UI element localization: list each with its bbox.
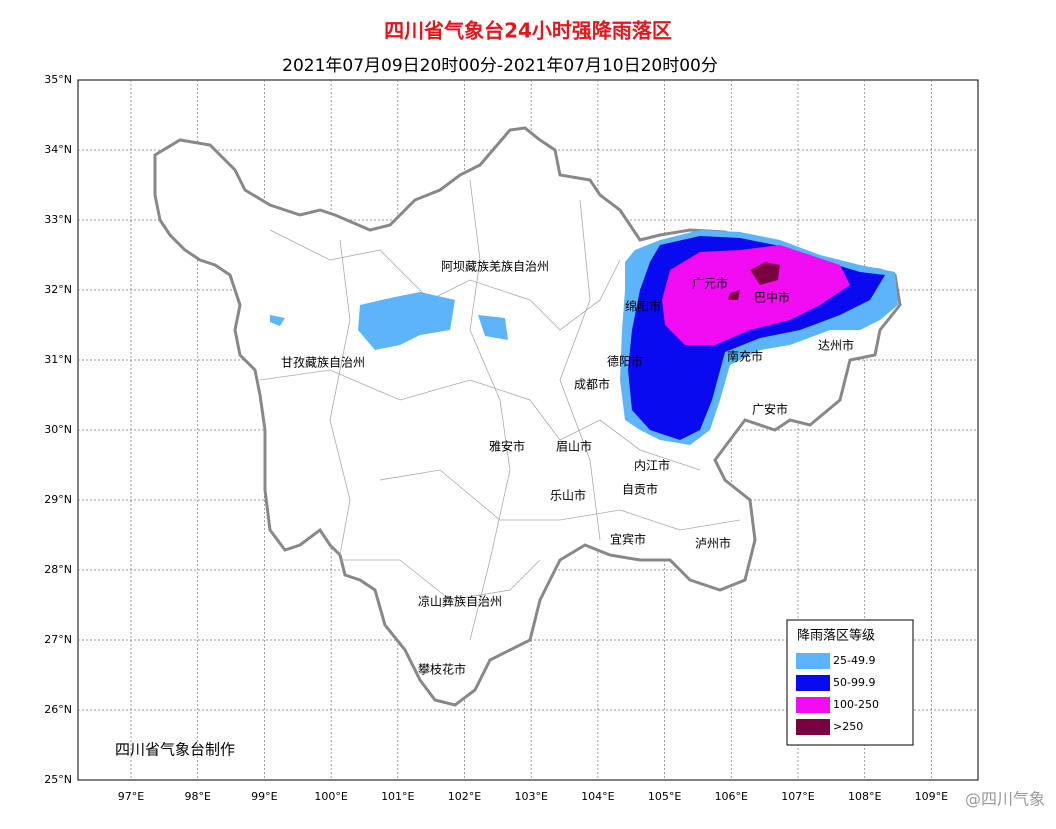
rain-areas <box>270 230 898 445</box>
lat-label: 30°N <box>44 423 72 436</box>
lat-label: 25°N <box>44 773 72 786</box>
place-label: 甘孜藏族自治州 <box>281 356 365 370</box>
lat-label: 33°N <box>44 213 72 226</box>
lat-label: 34°N <box>44 143 72 156</box>
axis-labels: 25°N 26°N 27°N 28°N 29°N 30°N 31°N 32°N 33°N 34°N… <box>44 73 948 803</box>
legend-label: >250 <box>833 720 863 733</box>
lon-label: 107°E <box>781 790 814 803</box>
lat-label: 28°N <box>44 563 72 576</box>
lon-label: 100°E <box>314 790 347 803</box>
province-outline <box>153 126 902 707</box>
lon-label: 108°E <box>848 790 881 803</box>
place-label: 广安市 <box>752 402 788 417</box>
lat-label: 32°N <box>44 283 72 296</box>
lat-label: 27°N <box>44 633 72 646</box>
lon-label: 109°E <box>915 790 948 803</box>
place-label: 攀枝花市 <box>418 662 466 677</box>
watermark: @四川气象 <box>965 790 1045 809</box>
lat-label: 35°N <box>44 73 72 86</box>
legend-swatch <box>796 697 830 713</box>
place-label: 自贡市 <box>622 482 658 497</box>
lat-label: 31°N <box>44 353 72 366</box>
legend-label: 100-250 <box>833 698 879 711</box>
subtitle: 2021年07月09日20时00分-2021年07月10日20时00分 <box>282 56 718 76</box>
place-label: 巴中市 <box>754 290 790 305</box>
legend-swatch <box>796 675 830 691</box>
place-label: 绵阳市 <box>625 299 661 314</box>
legend-swatch <box>796 719 830 735</box>
title: 四川省气象台24小时强降雨落区 <box>384 19 672 43</box>
place-label: 成都市 <box>574 377 610 392</box>
lon-label: 97°E <box>118 790 144 803</box>
place-label: 眉山市 <box>556 439 592 454</box>
place-label: 阿坝藏族羌族自治州 <box>441 260 549 274</box>
lon-label: 104°E <box>581 790 614 803</box>
place-label: 雅安市 <box>489 439 525 454</box>
place-label: 凉山彝族自治州 <box>418 594 502 609</box>
place-label: 广元市 <box>692 276 728 291</box>
place-label: 达州市 <box>818 338 854 353</box>
place-label: 德阳市 <box>607 354 643 369</box>
lon-label: 98°E <box>184 790 210 803</box>
lon-label: 99°E <box>251 790 277 803</box>
legend-label: 50-99.9 <box>833 676 875 689</box>
legend-items: 25-49.9 50-99.9 100-250 >250 <box>796 653 879 735</box>
place-label: 宜宾市 <box>610 532 646 547</box>
place-label: 泸州市 <box>695 536 731 551</box>
lon-label: 102°E <box>448 790 481 803</box>
lat-label: 29°N <box>44 493 72 506</box>
place-label: 内江市 <box>634 458 670 473</box>
lon-label: 106°E <box>715 790 748 803</box>
legend-label: 25-49.9 <box>833 654 875 667</box>
lon-label: 105°E <box>648 790 681 803</box>
place-label: 南充市 <box>727 349 763 364</box>
place-label: 乐山市 <box>550 488 586 503</box>
legend: 降雨落区等级 25-49.9 50-99.9 100-250 >250 <box>786 619 914 746</box>
producer: 四川省气象台制作 <box>115 741 235 759</box>
legend-swatch <box>796 653 830 669</box>
lon-label: 101°E <box>381 790 414 803</box>
legend-title: 降雨落区等级 <box>797 628 875 644</box>
lat-label: 26°N <box>44 703 72 716</box>
lon-label: 103°E <box>514 790 547 803</box>
county-borders <box>259 179 741 641</box>
